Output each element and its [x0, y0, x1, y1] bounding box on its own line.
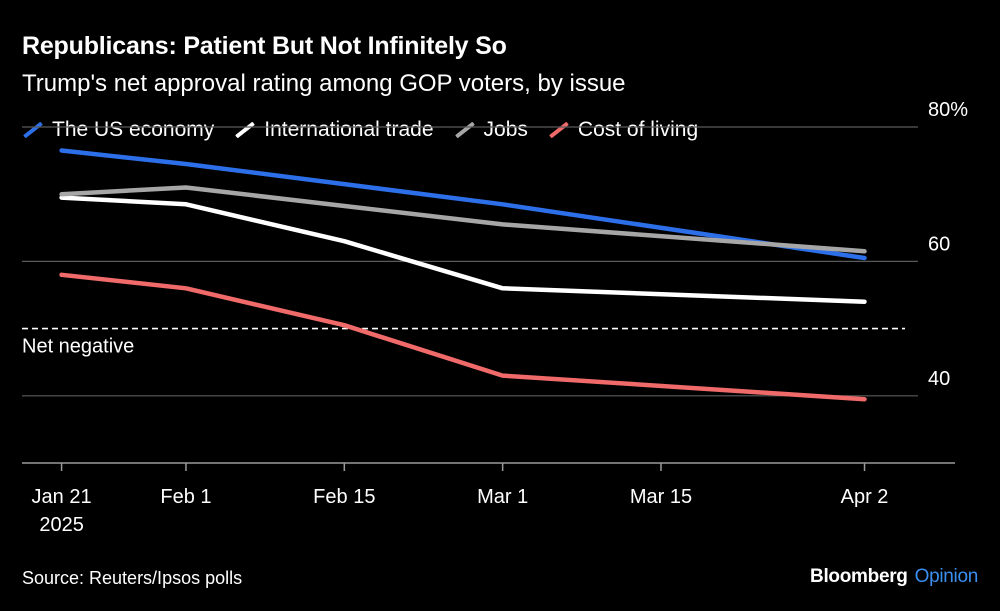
- x-tick-label: Apr 2: [841, 486, 889, 508]
- x-tick-sublabel: 2025: [39, 514, 84, 536]
- legend-label-jobs: Jobs: [483, 118, 528, 141]
- series-line-the-us-economy: [59, 148, 867, 261]
- legend: The US economy International trade Jobs …: [22, 118, 718, 142]
- chart-subtitle: Trump's net approval rating among GOP vo…: [22, 70, 626, 97]
- reference-line-label: Net negative: [22, 336, 134, 358]
- brand-sub: Opinion: [914, 566, 979, 587]
- y-tick-label: 80%: [928, 99, 968, 121]
- y-tick-label: 60: [928, 233, 950, 255]
- series-line-jobs: [59, 185, 867, 254]
- brand-logo: Bloomberg Opinion: [810, 566, 978, 588]
- x-tick-label: Jan 21: [32, 486, 92, 508]
- x-tick-label: Mar 1: [477, 486, 528, 508]
- x-tick-label: Mar 15: [630, 486, 692, 508]
- brand-main: Bloomberg: [810, 566, 908, 587]
- legend-item-cost-of-living: Cost of living: [548, 118, 698, 142]
- series-line-cost-of-living: [59, 272, 867, 402]
- series-line-international-trade: [59, 195, 867, 304]
- legend-label-us-economy: The US economy: [52, 118, 215, 141]
- chart-title: Republicans: Patient But Not Infinitely …: [22, 32, 507, 60]
- legend-item-jobs: Jobs: [454, 118, 528, 142]
- source-note: Source: Reuters/Ipsos polls: [22, 568, 243, 588]
- legend-label-international-trade: International trade: [264, 118, 434, 141]
- legend-item-international-trade: International trade: [234, 118, 434, 142]
- x-tick-label: Feb 15: [313, 486, 375, 508]
- x-tick-label: Feb 1: [160, 486, 211, 508]
- legend-item-us-economy: The US economy: [22, 118, 214, 142]
- legend-label-cost-of-living: Cost of living: [577, 118, 699, 141]
- y-tick-label: 40: [928, 368, 950, 390]
